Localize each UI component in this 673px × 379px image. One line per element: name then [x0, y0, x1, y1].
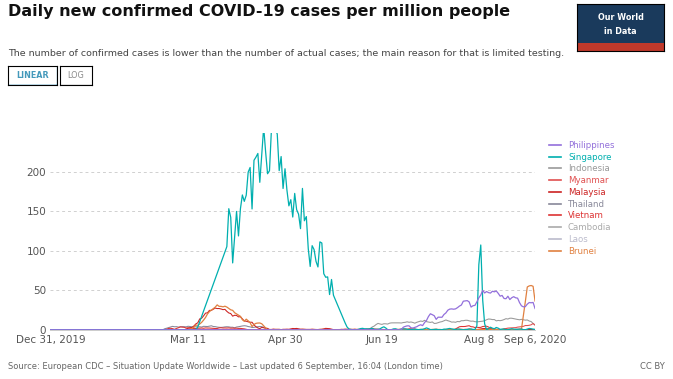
Text: LINEAR: LINEAR: [16, 71, 48, 80]
Text: The number of confirmed cases is lower than the number of actual cases; the main: The number of confirmed cases is lower t…: [8, 49, 564, 58]
Bar: [577, 43, 664, 51]
Text: Source: European CDC – Situation Update Worldwide – Last updated 6 September, 16: Source: European CDC – Situation Update …: [8, 362, 443, 371]
Text: Our World: Our World: [598, 13, 643, 22]
FancyBboxPatch shape: [59, 66, 93, 85]
Text: CC BY: CC BY: [640, 362, 665, 371]
Text: Daily new confirmed COVID-19 cases per million people: Daily new confirmed COVID-19 cases per m…: [8, 4, 510, 19]
FancyBboxPatch shape: [7, 66, 57, 85]
Text: in Data: in Data: [604, 27, 637, 36]
Legend: Philippines, Singapore, Indonesia, Myanmar, Malaysia, Thailand, Vietnam, Cambodi: Philippines, Singapore, Indonesia, Myanm…: [549, 141, 614, 256]
Text: LOG: LOG: [68, 71, 84, 80]
